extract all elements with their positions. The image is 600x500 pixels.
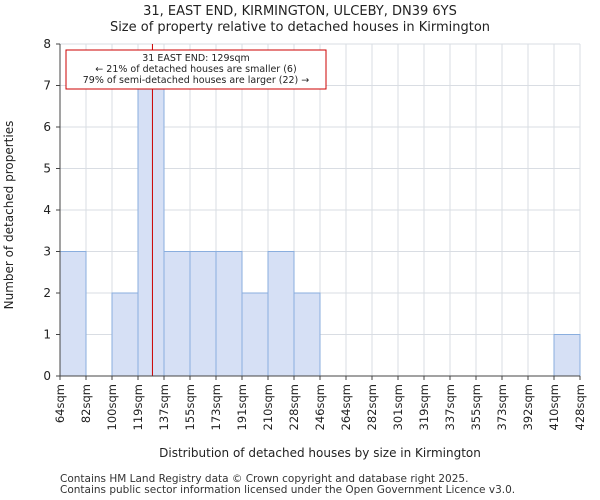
bars xyxy=(59,85,581,377)
x-tick-label: 410sqm xyxy=(547,384,561,430)
annotation-line-1: 31 EAST END: 129sqm xyxy=(142,53,249,64)
bar xyxy=(293,292,321,377)
chart-title: Size of property relative to detached ho… xyxy=(109,20,491,35)
x-tick-label: 301sqm xyxy=(391,384,405,430)
x-tick-label: 173sqm xyxy=(209,384,223,430)
x-axis-label: Distribution of detached houses by size … xyxy=(159,446,481,460)
annotation-line-3: 79% of semi-detached houses are larger (… xyxy=(83,75,310,86)
x-tick-label: 282sqm xyxy=(365,384,379,430)
x-tick-label: 228sqm xyxy=(287,384,301,430)
x-tick-label: 82sqm xyxy=(79,384,93,423)
x-tick-label: 191sqm xyxy=(235,384,249,430)
annotation-line-2: ← 21% of detached houses are smaller (6) xyxy=(95,64,296,75)
annotation-box: 31 EAST END: 129sqm ← 21% of detached ho… xyxy=(65,49,327,90)
x-tick-label: 64sqm xyxy=(53,384,67,423)
x-tick-label: 355sqm xyxy=(469,384,483,430)
y-tick-label: 0 xyxy=(43,369,51,383)
x-tick-label: 392sqm xyxy=(521,384,535,430)
bar xyxy=(553,334,581,377)
x-tick-label: 319sqm xyxy=(417,384,431,430)
bar xyxy=(267,251,295,377)
y-tick-labels: 0 1 2 3 4 5 6 7 8 xyxy=(43,37,60,383)
footer-licence: Contains public sector information licen… xyxy=(60,484,516,496)
chart-title-address: 31, EAST END, KIRMINGTON, ULCEBY, DN39 6… xyxy=(143,4,457,19)
footer-copyright: Contains HM Land Registry data © Crown c… xyxy=(60,473,469,485)
y-tick-label: 1 xyxy=(43,328,51,342)
y-tick-label: 3 xyxy=(43,245,51,259)
bar xyxy=(137,85,165,377)
x-tick-label: 337sqm xyxy=(443,384,457,430)
x-tick-label: 264sqm xyxy=(339,384,353,430)
x-tick-label: 246sqm xyxy=(313,384,327,430)
bar xyxy=(111,292,139,377)
x-tick-label: 137sqm xyxy=(157,384,171,430)
y-tick-label: 7 xyxy=(43,79,51,93)
y-tick-label: 5 xyxy=(43,162,51,176)
bar xyxy=(163,251,191,377)
x-tick-label: 119sqm xyxy=(131,384,145,430)
bar xyxy=(189,251,217,377)
y-tick-label: 2 xyxy=(43,286,51,300)
bar xyxy=(59,251,87,377)
x-tick-label: 373sqm xyxy=(495,384,509,430)
x-tick-label: 428sqm xyxy=(573,384,587,430)
y-tick-label: 8 xyxy=(43,37,51,51)
x-tick-label: 100sqm xyxy=(105,384,119,430)
y-axis-label: Number of detached properties xyxy=(2,121,16,310)
bar xyxy=(241,292,269,377)
x-tick-label: 155sqm xyxy=(183,384,197,430)
x-tick-labels: 64sqm 82sqm 100sqm 119sqm 137sqm 155sqm 173sqm… xyxy=(53,376,587,430)
x-tick-label: 210sqm xyxy=(261,384,275,430)
bar xyxy=(215,251,243,377)
y-tick-label: 6 xyxy=(43,120,51,134)
y-tick-label: 4 xyxy=(43,203,51,217)
